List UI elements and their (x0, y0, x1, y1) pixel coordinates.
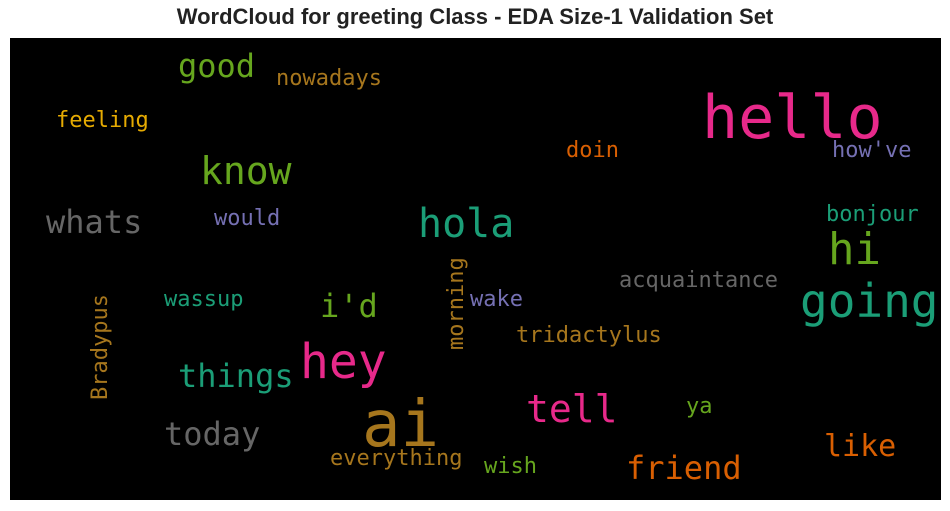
word-bonjour: bonjour (826, 202, 919, 227)
word-cloud: hello ai going hey hi know hola tell goo… (10, 38, 941, 500)
word-i-d: i'd (320, 287, 378, 325)
word-wake: wake (470, 287, 523, 312)
word-hola: hola (418, 201, 515, 247)
word-nowadays: nowadays (276, 66, 382, 91)
word-ai: ai (362, 388, 440, 462)
word-like: like (824, 429, 897, 464)
word-morning: morning (444, 257, 469, 350)
word-today: today (164, 415, 261, 453)
word-whats: whats (46, 203, 143, 241)
word-everything: everything (330, 446, 463, 471)
word-doin: doin (566, 138, 619, 163)
word-going: going (800, 274, 939, 328)
word-acquaintance: acquaintance (619, 268, 778, 293)
word-hi: hi (828, 224, 881, 275)
word-bradypus: Bradypus (88, 294, 113, 400)
word-good: good (178, 47, 256, 85)
word-feeling: feeling (56, 108, 149, 133)
word-tridactylus: tridactylus (516, 323, 662, 348)
word-know: know (200, 149, 292, 193)
word-wassup: wassup (164, 287, 244, 312)
word-friend: friend (626, 449, 742, 487)
word-wish: wish (484, 454, 537, 479)
word-hello: hello (702, 83, 883, 153)
word-tell: tell (526, 387, 618, 431)
word-would: would (214, 206, 281, 231)
word-ya: ya (686, 394, 713, 419)
page-title: WordCloud for greeting Class - EDA Size-… (176, 4, 774, 29)
word-things: things (178, 357, 294, 395)
word-how-ve: how've (832, 138, 912, 163)
word-hey: hey (300, 334, 387, 390)
